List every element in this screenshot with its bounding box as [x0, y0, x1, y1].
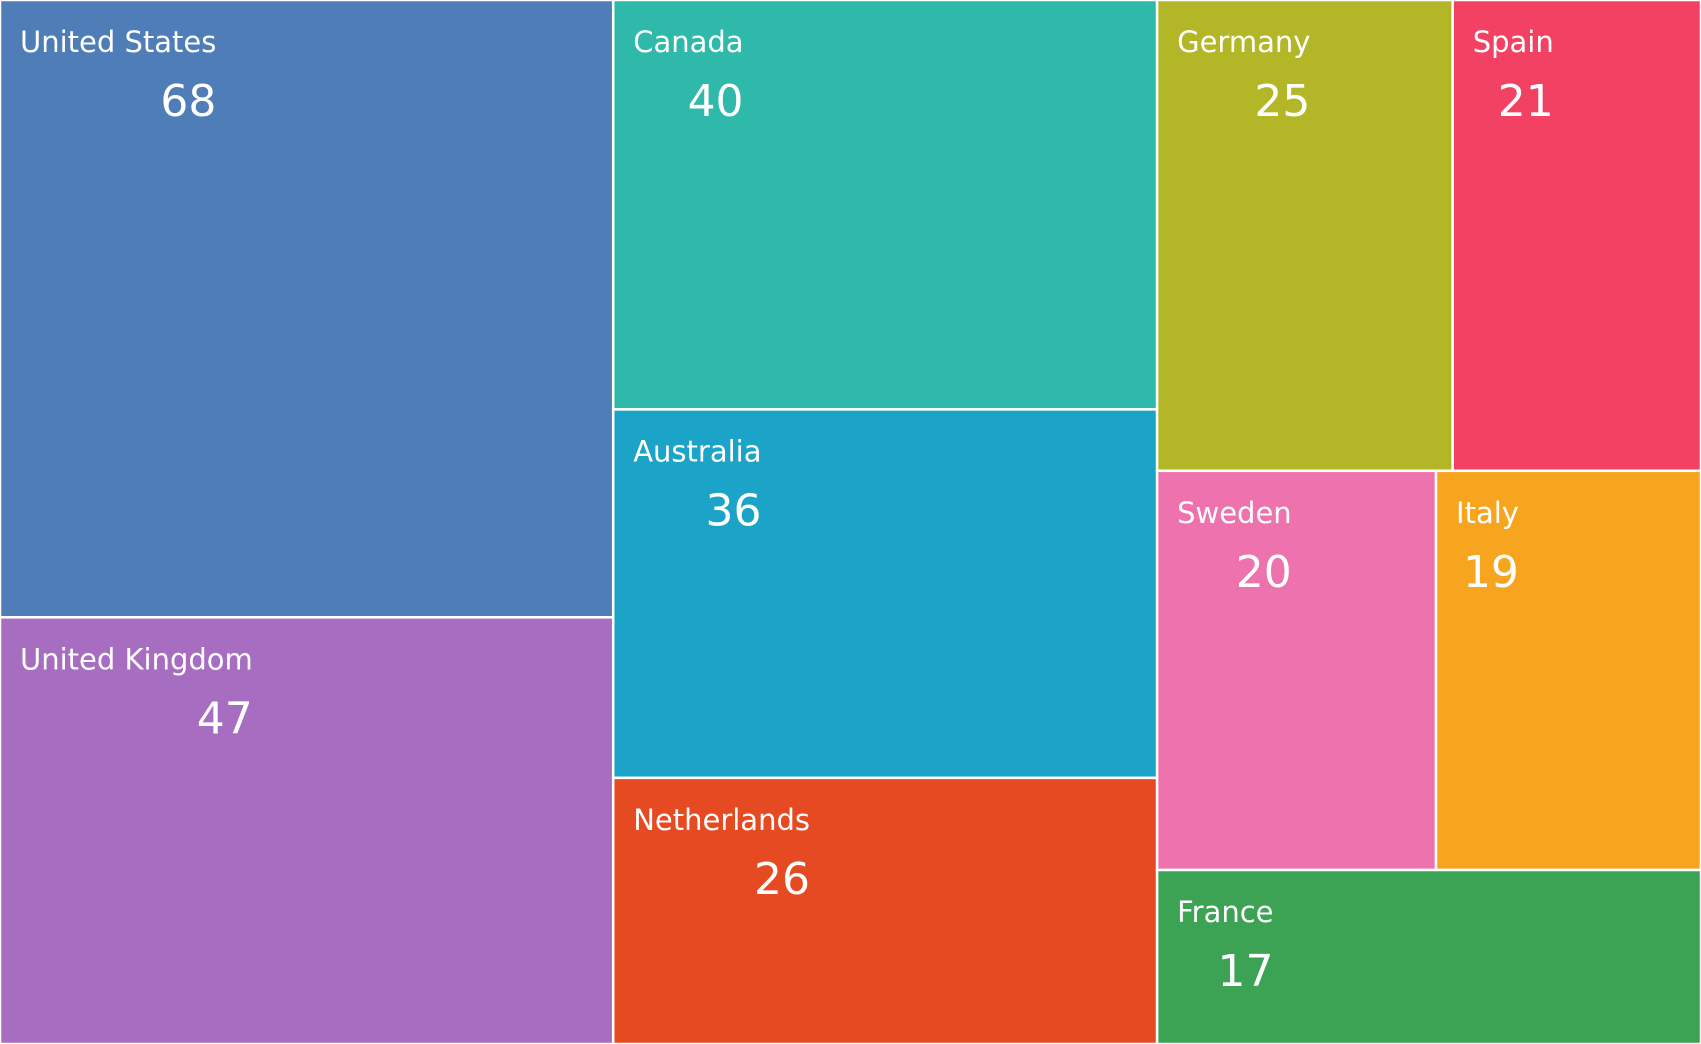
cell-label: Spain: [1473, 25, 1554, 59]
treemap-cell: [1155, 868, 1701, 1044]
cell-value: 68: [160, 76, 216, 127]
cell-label: Italy: [1456, 496, 1519, 530]
cell-value: 25: [1254, 76, 1310, 127]
cell-value: 47: [197, 693, 253, 744]
cell-label: United Kingdom: [20, 642, 253, 676]
cell-value: 17: [1218, 946, 1274, 997]
cell-label: Netherlands: [633, 803, 810, 837]
cell-value: 19: [1463, 547, 1519, 598]
treemap-cell: [1434, 469, 1701, 872]
cell-label: Germany: [1177, 25, 1310, 59]
cell-value: 21: [1498, 76, 1554, 127]
cell-label: Australia: [633, 434, 761, 468]
cell-label: Sweden: [1177, 496, 1292, 530]
cell-label: France: [1177, 895, 1273, 929]
treemap-cell: [1451, 0, 1701, 473]
cell-value: 20: [1236, 547, 1292, 598]
cell-value: 40: [688, 76, 744, 127]
treemap-cell: [611, 776, 1159, 1044]
treemap-cell: [611, 408, 1159, 780]
treemap-cell: [0, 616, 615, 1044]
cell-value: 36: [705, 485, 761, 536]
cell-value: 26: [754, 854, 810, 905]
treemap-cell: [0, 0, 615, 619]
treemap-cell: [1155, 0, 1454, 473]
cell-label: Canada: [633, 25, 743, 59]
treemap-cell: [611, 0, 1159, 411]
cell-label: United States: [20, 25, 216, 59]
treemap-cell: [1155, 469, 1438, 872]
